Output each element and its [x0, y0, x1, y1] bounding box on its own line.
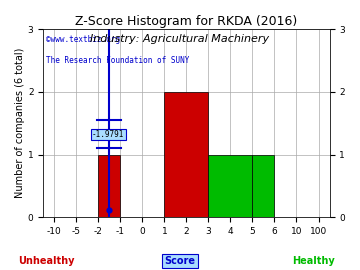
Bar: [98, 155, 120, 217]
Text: Unhealthy: Unhealthy: [19, 256, 75, 266]
Y-axis label: Number of companies (6 total): Number of companies (6 total): [15, 48, 25, 198]
Bar: [208, 155, 252, 217]
Text: Score: Score: [165, 256, 195, 266]
Text: Healthy: Healthy: [292, 256, 334, 266]
Text: The Research Foundation of SUNY: The Research Foundation of SUNY: [46, 56, 189, 65]
Title: Z-Score Histogram for RKDA (2016): Z-Score Histogram for RKDA (2016): [75, 15, 297, 28]
Text: -1.9791: -1.9791: [92, 130, 125, 139]
Text: Industry: Agricultural Machinery: Industry: Agricultural Machinery: [90, 34, 270, 44]
Bar: [252, 155, 274, 217]
Bar: [165, 92, 208, 217]
Text: ©www.textbiz.org: ©www.textbiz.org: [46, 35, 120, 44]
